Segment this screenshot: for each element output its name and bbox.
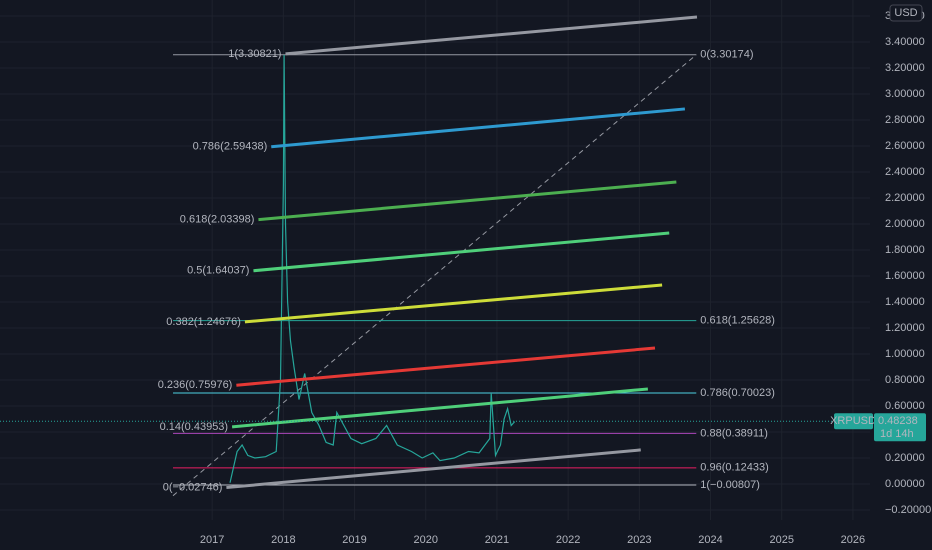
symbol-badge: [834, 413, 873, 430]
x-tick-label: 2018: [271, 534, 295, 546]
x-tick-label: 2017: [200, 534, 224, 546]
y-tick-label: 3.20000: [885, 62, 925, 74]
fib-level-label: 0.618(1.25628): [700, 315, 775, 327]
fib-level-label: 0(3.30174): [700, 49, 753, 61]
x-tick-label: 2021: [485, 534, 509, 546]
x-tick-label: 2026: [841, 534, 865, 546]
channel-label: 0.14(0.43953): [160, 421, 229, 433]
y-tick-label: 1.60000: [885, 270, 925, 282]
x-tick-label: 2024: [698, 534, 722, 546]
currency-label: USD: [894, 7, 917, 19]
channel-label: 0.786(2.59438): [193, 141, 268, 153]
fib-level-label: 0.96(0.12433): [700, 462, 769, 474]
y-tick-label: 1.40000: [885, 296, 925, 308]
y-tick-label: 0.20000: [885, 452, 925, 464]
channel-label: 0.236(0.75976): [158, 379, 233, 391]
price-label: 0.48238: [878, 415, 918, 427]
channel-line: [258, 180, 677, 222]
y-tick-label: 1.80000: [885, 244, 925, 256]
y-tick-label: 3.00000: [885, 88, 925, 100]
channel-line: [271, 107, 686, 149]
y-tick-label: −0.20000: [885, 504, 931, 516]
x-tick-label: 2022: [556, 534, 580, 546]
y-tick-label: 2.80000: [885, 114, 925, 126]
y-tick-label: 1.00000: [885, 348, 925, 360]
channel-line: [226, 448, 641, 490]
x-tick-label: 2020: [414, 534, 438, 546]
channel-line: [244, 283, 663, 324]
y-tick-label: 2.60000: [885, 140, 925, 152]
channel-label: 0.618(2.03398): [180, 213, 255, 225]
fib-trend-line: [172, 54, 697, 497]
x-tick-label: 2025: [769, 534, 793, 546]
y-tick-label: 0.80000: [885, 374, 925, 386]
fib-level-label: 1(−0.00807): [700, 479, 760, 491]
y-tick-label: 1.20000: [885, 322, 925, 334]
channel-line: [253, 231, 670, 273]
channel-line: [285, 15, 698, 56]
fib-level-label: 0.88(0.38911): [700, 427, 768, 439]
price-line: [229, 54, 516, 483]
y-tick-label: 0.00000: [885, 478, 925, 490]
y-tick-label: 0.60000: [885, 400, 925, 412]
y-tick-label: 2.00000: [885, 218, 925, 230]
channel-label: 0(−0.02746): [163, 481, 223, 493]
channel-line: [236, 346, 656, 387]
channel-label: 0.5(1.64037): [187, 265, 249, 277]
channel-line: [231, 387, 649, 429]
channel-label: 0.382(1.24676): [166, 316, 241, 328]
y-tick-label: 2.40000: [885, 166, 925, 178]
currency-badge: [889, 4, 923, 22]
fib-level-label: 0.786(0.70023): [700, 387, 775, 399]
countdown-label: 1d 14h: [880, 428, 914, 440]
y-tick-label: 2.20000: [885, 192, 925, 204]
x-tick-label: 2019: [342, 534, 366, 546]
channel-label: 1(3.30821): [228, 48, 281, 60]
symbol-label: XRPUSD: [830, 415, 876, 427]
price-badge: [874, 413, 926, 442]
y-tick-label: 3.40000: [885, 36, 925, 48]
x-tick-label: 2023: [627, 534, 651, 546]
